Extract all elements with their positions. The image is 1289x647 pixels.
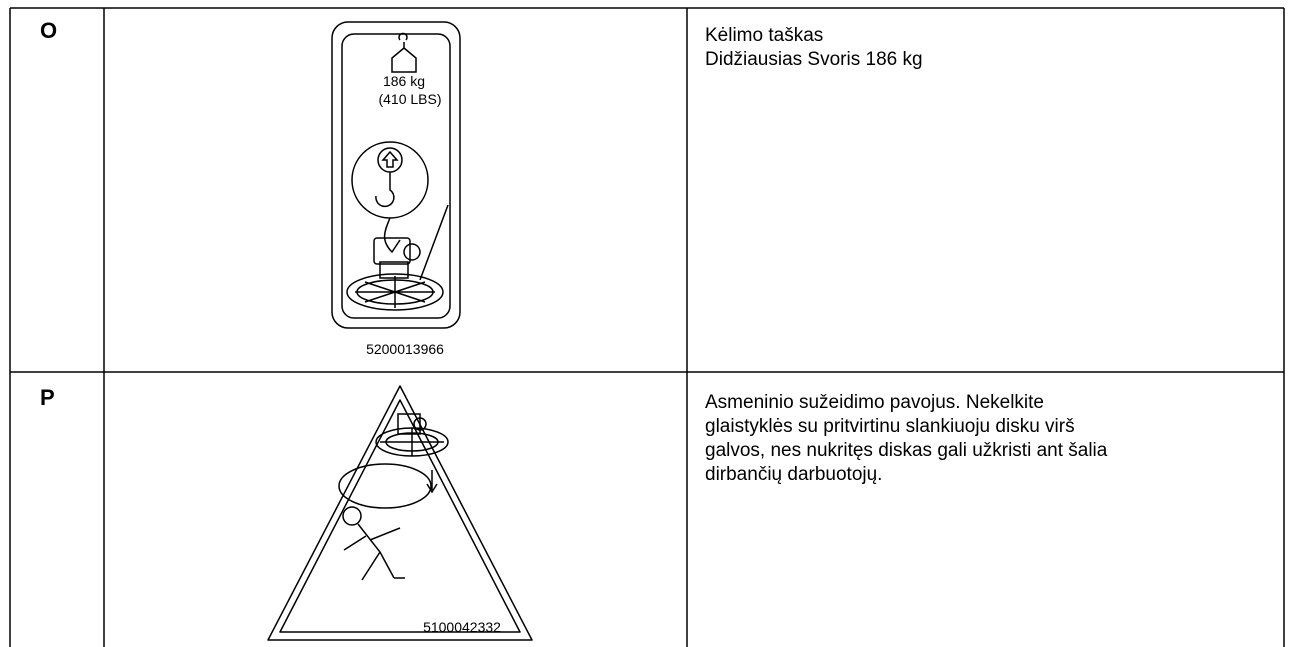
description-line: Kėlimo taškas [705, 25, 824, 46]
row-id: P [40, 385, 55, 410]
lifting-point-decal [331, 21, 461, 329]
warning-decal [267, 385, 533, 641]
row-id: O [40, 18, 58, 43]
description-line: galvos, nes nukritęs diskas gali užkrist… [705, 440, 1108, 461]
description-line: dirbančių darbuotojų. [705, 464, 883, 485]
description-line: Asmeninio sužeidimo pavojus. Nekelkite [705, 392, 1044, 413]
description: Kėlimo taškas Didžiausias Svoris 186 kg [705, 24, 923, 72]
decal-weight-lbs: (410 LBS) [378, 91, 442, 107]
description: Asmeninio sužeidimo pavojus. Nekelkite g… [705, 391, 1107, 487]
description-line: Didžiausias Svoris 186 kg [705, 49, 923, 70]
description-line: glaistyklės su pritvirtinu slankiuoju di… [705, 416, 1075, 437]
table-borders [9, 7, 1285, 647]
decal-weight: 186 kg [382, 73, 426, 89]
part-number: 5200013966 [366, 341, 444, 357]
part-number: 5100042332 [423, 619, 501, 635]
